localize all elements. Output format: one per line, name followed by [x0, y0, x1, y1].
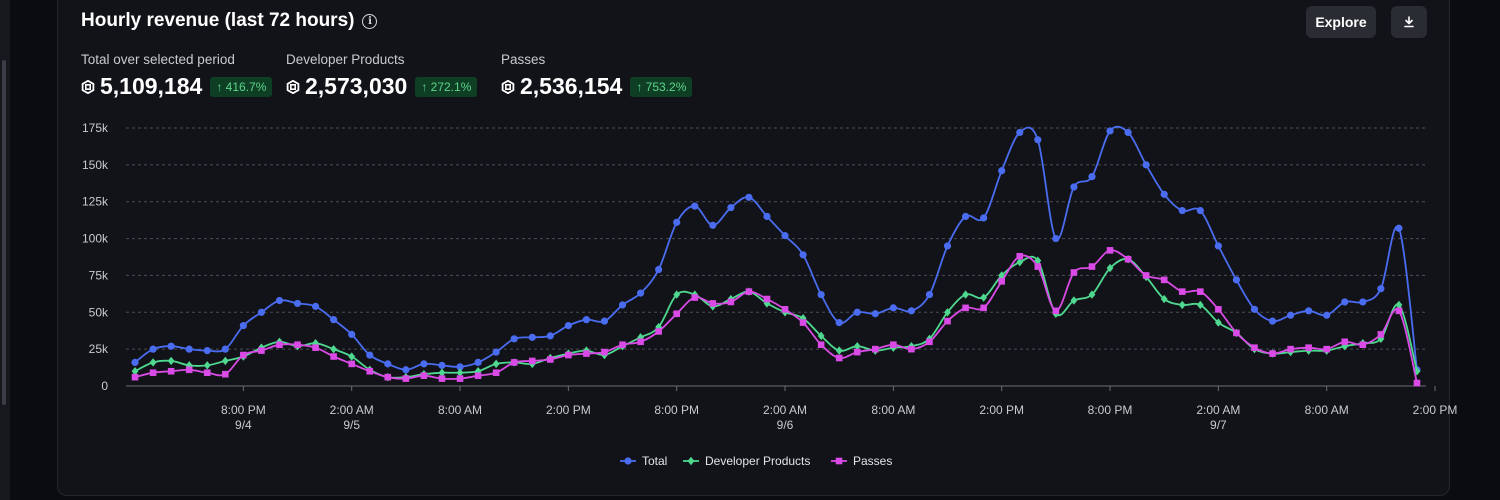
stat-value: 5,109,184 — [100, 73, 203, 99]
stat-value: 2,573,030 — [305, 73, 408, 99]
stat-passes: Passes 2,536,154 ↑ 753.2% — [501, 52, 693, 100]
stat-developer-products: Developer Products 2,573,030 ↑ 272.1% — [286, 52, 478, 100]
stat-label: Passes — [501, 52, 546, 67]
explore-button[interactable]: Explore — [1306, 6, 1376, 38]
robux-icon — [81, 79, 95, 94]
download-button[interactable] — [1391, 6, 1427, 38]
page-title: Hourly revenue (last 72 hours) — [81, 10, 355, 31]
download-icon — [1404, 16, 1414, 28]
chart-header: Hourly revenue (last 72 hours) i — [81, 10, 378, 32]
scrollbar[interactable] — [2, 60, 6, 405]
stat-value: 2,536,154 — [520, 73, 623, 99]
change-badge: ↑ 753.2% — [630, 76, 693, 97]
change-badge: ↑ 416.7% — [210, 76, 273, 97]
change-badge: ↑ 272.1% — [415, 76, 478, 97]
stat-label: Developer Products — [286, 52, 405, 67]
info-icon[interactable]: i — [362, 13, 378, 29]
stat-total: Total over selected period 5,109,184 ↑ 4… — [81, 52, 273, 100]
robux-icon — [286, 79, 300, 94]
stat-label: Total over selected period — [81, 52, 235, 67]
robux-icon — [501, 79, 515, 94]
